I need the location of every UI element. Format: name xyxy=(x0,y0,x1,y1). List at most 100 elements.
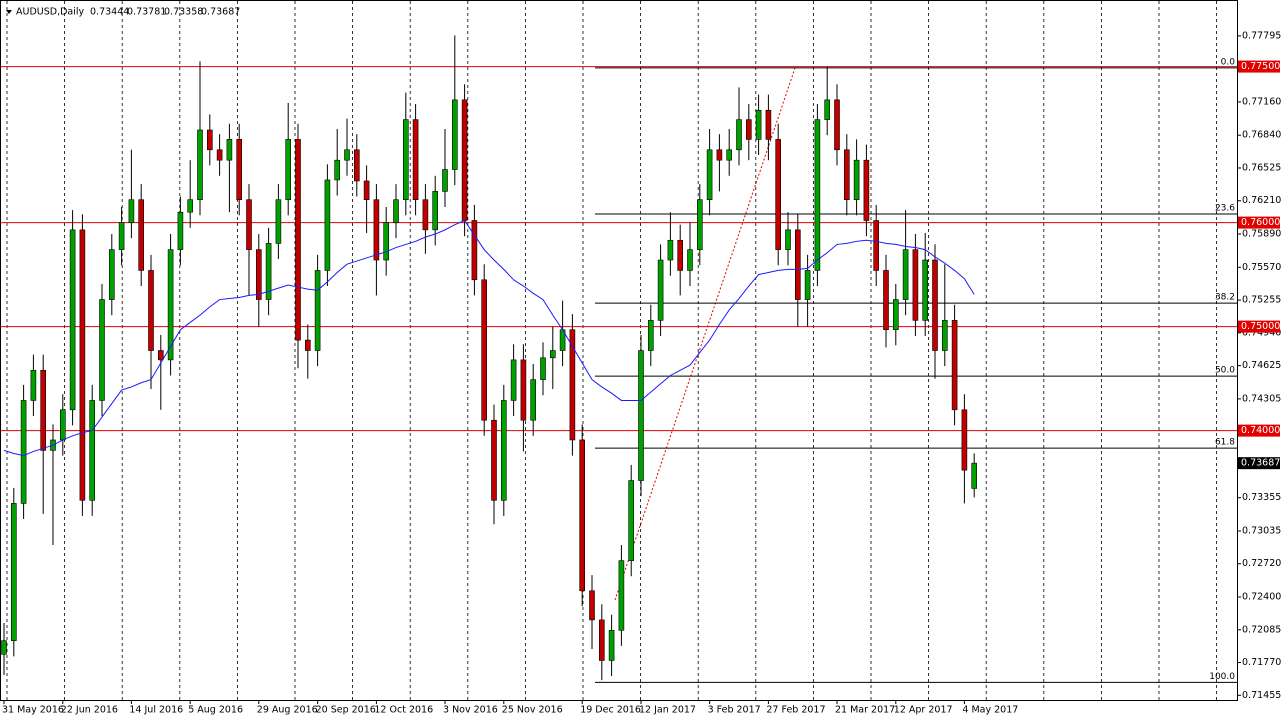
candle-body xyxy=(461,99,468,221)
x-tick-label: 12 Oct 2016 xyxy=(374,705,433,716)
x-tick-label: 31 May 2016 xyxy=(2,705,64,716)
candle-body xyxy=(265,243,272,300)
candle-body xyxy=(1,640,7,655)
candle-body xyxy=(873,220,880,271)
candle-body xyxy=(520,359,527,421)
candle-body xyxy=(549,350,556,359)
candle-body xyxy=(393,199,399,223)
price-tag xyxy=(1238,457,1280,470)
fib-label: 0.0 xyxy=(1221,57,1236,67)
candle-body xyxy=(481,279,488,421)
candle-body xyxy=(207,129,213,151)
candle-body xyxy=(20,400,27,504)
candle-body xyxy=(353,149,360,182)
y-tick-label: 0.74305 xyxy=(1242,393,1281,404)
candle-body xyxy=(618,560,625,631)
candle-body xyxy=(148,270,154,351)
candle-body xyxy=(608,630,615,661)
candle-body xyxy=(402,119,409,201)
candle-body xyxy=(902,249,909,300)
candle-body xyxy=(883,270,889,331)
plot-frame xyxy=(0,0,1238,701)
candle-body xyxy=(951,320,958,411)
candle-body xyxy=(187,199,193,213)
candle-body xyxy=(79,229,86,501)
candle-body xyxy=(579,439,586,592)
candle-body xyxy=(971,462,978,489)
y-tick-label: 0.76525 xyxy=(1242,162,1281,173)
candle-body xyxy=(628,480,635,561)
candle-body xyxy=(177,211,184,250)
candle-body xyxy=(804,270,811,300)
candle-body xyxy=(197,129,203,201)
y-tick-label: 0.71770 xyxy=(1242,657,1281,668)
symbol: AUDUSD,Daily xyxy=(16,7,85,18)
x-tick-label: 19 Dec 2016 xyxy=(580,705,641,716)
candle-body xyxy=(961,409,968,471)
level-label: 0.75000 xyxy=(1241,321,1280,332)
level-tag xyxy=(1238,216,1280,229)
candle-body xyxy=(373,199,380,261)
price-label: 0.73687 xyxy=(1241,458,1280,469)
candle-body xyxy=(285,139,292,201)
x-tick-label: 12 Jan 2017 xyxy=(639,705,696,716)
candle-body xyxy=(647,320,654,351)
y-tick-label: 0.72085 xyxy=(1242,624,1281,635)
candle-body xyxy=(510,359,517,401)
x-tick-label: 4 May 2017 xyxy=(962,705,1018,716)
candle-body xyxy=(412,119,419,201)
candle-body xyxy=(471,220,478,281)
candle-body xyxy=(667,239,674,261)
x-tick-label: 14 Jul 2016 xyxy=(129,705,183,716)
candle-body xyxy=(824,99,831,120)
candle-body xyxy=(422,199,429,231)
candle-body xyxy=(726,149,733,161)
candle-body xyxy=(383,222,390,261)
candle-body xyxy=(638,350,644,481)
candle-body xyxy=(706,149,713,201)
candle-body xyxy=(765,109,772,140)
candle-body xyxy=(344,149,350,161)
y-tick-label: 0.72720 xyxy=(1242,558,1281,569)
candle-body xyxy=(843,149,850,201)
level-label: 0.76000 xyxy=(1241,217,1280,228)
candle-body xyxy=(99,299,105,401)
x-tick-label: 22 Jun 2016 xyxy=(61,705,118,716)
candle-body xyxy=(657,259,664,321)
fib-label: 61.8 xyxy=(1215,438,1235,448)
candle-body xyxy=(755,109,762,140)
y-tick-label: 0.73035 xyxy=(1242,525,1281,536)
candle-body xyxy=(304,339,311,351)
fib-label: 50.0 xyxy=(1215,366,1235,376)
x-tick-label: 20 Sep 2016 xyxy=(316,705,376,716)
candle-body xyxy=(834,99,840,151)
candle-body xyxy=(109,249,115,300)
x-tick-label: 25 Nov 2016 xyxy=(502,705,563,716)
candle-body xyxy=(932,259,938,351)
candle-body xyxy=(167,249,174,361)
candle-body xyxy=(922,259,929,321)
candle-body xyxy=(687,249,693,271)
candle-body xyxy=(598,619,605,661)
menu-arrow[interactable] xyxy=(6,10,12,14)
candle-body xyxy=(128,199,135,223)
candle-body xyxy=(118,222,125,250)
candle-body xyxy=(432,191,439,231)
candle-body xyxy=(226,139,233,161)
y-tick-label: 0.76210 xyxy=(1242,195,1281,206)
level-tag xyxy=(1238,320,1280,333)
candle-body xyxy=(941,320,948,351)
candle-body xyxy=(530,379,537,421)
candle-body xyxy=(324,179,331,271)
fib-label: 23.6 xyxy=(1215,203,1235,213)
y-tick-label: 0.75255 xyxy=(1242,295,1281,306)
candle-body xyxy=(275,199,282,244)
y-tick-label: 0.71455 xyxy=(1242,690,1281,701)
x-tick-label: 21 Mar 2017 xyxy=(835,705,895,716)
candle-body xyxy=(853,159,860,201)
candle-body xyxy=(158,350,164,361)
x-tick-label: 29 Aug 2016 xyxy=(257,705,318,716)
x-tick-label: 3 Nov 2016 xyxy=(443,705,498,716)
candle-body xyxy=(677,239,684,271)
